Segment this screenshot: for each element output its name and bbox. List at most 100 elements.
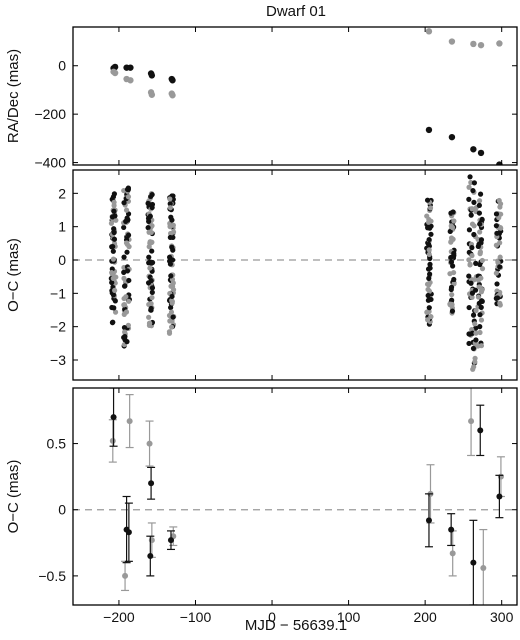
- ra-residual-point: [121, 224, 127, 231]
- ra-mean-point: [448, 526, 455, 533]
- ra-residual-point: [111, 226, 117, 232]
- ra-residual-point: [448, 284, 455, 290]
- dec-point: [448, 38, 456, 45]
- ra-residual-point: [111, 208, 117, 214]
- ra-residual-point: [109, 279, 115, 286]
- ra-residual-point: [121, 254, 127, 260]
- ra-residual-point: [426, 305, 432, 311]
- ra-residual-point: [473, 337, 479, 343]
- dec-mean-point: [449, 550, 456, 557]
- dec-residual-point: [469, 253, 475, 259]
- dec-residual-point: [471, 364, 477, 370]
- ra-residual-point: [469, 245, 475, 251]
- ra-point: [127, 64, 134, 71]
- ra-residual-point: [109, 304, 115, 311]
- dec-residual-point: [110, 256, 117, 262]
- x-axis-label: MJD − 56639.1: [245, 617, 347, 634]
- ra-residual-point: [477, 312, 483, 318]
- dec-residual-point: [167, 205, 173, 211]
- ra-residual-point: [427, 261, 433, 267]
- dec-residual-point: [479, 266, 486, 272]
- y-tick-label: −1: [50, 285, 66, 301]
- ra-residual-point: [450, 209, 456, 215]
- ra-residual-point: [494, 230, 500, 236]
- dec-point: [477, 41, 485, 49]
- dec-residual-point: [170, 280, 176, 286]
- y-tick-label: 0.5: [47, 436, 67, 452]
- ra-residual-point: [473, 325, 479, 331]
- ra-mean-point: [148, 480, 155, 487]
- dec-residual-point: [469, 294, 475, 300]
- dec-mean-point: [468, 418, 475, 425]
- ra-residual-point: [169, 293, 175, 300]
- dec-residual-point: [466, 257, 472, 263]
- dec-residual-point: [477, 329, 483, 336]
- panel-3: 0.5 0 −0.5 O−C (mas): [5, 387, 518, 606]
- ra-residual-point: [467, 174, 473, 180]
- y-tick-label: −0.5: [38, 568, 66, 584]
- dec-residual-point: [476, 198, 483, 204]
- ra-residual-point: [450, 263, 456, 269]
- y-axis-label: O−C (mas): [5, 238, 22, 312]
- dec-residual-point: [146, 314, 152, 320]
- dec-residual-point: [451, 218, 457, 224]
- y-tick-label: −400: [34, 155, 66, 171]
- ra-residual-point: [121, 200, 127, 206]
- ra-residual-point: [122, 283, 128, 289]
- dec-residual-point: [477, 229, 483, 235]
- dec-residual-point: [149, 294, 155, 301]
- ra-residual-point: [473, 260, 479, 266]
- ra-residual-point: [149, 192, 155, 198]
- ra-residual-point: [111, 229, 117, 236]
- dec-residual-point: [112, 287, 118, 293]
- ra-mean-point: [496, 493, 503, 500]
- ra-residual-point: [124, 338, 130, 345]
- ra-residual-point: [124, 249, 130, 255]
- dec-residual-point: [478, 317, 485, 323]
- ra-residual-point: [476, 210, 483, 216]
- dec-residual-point: [498, 225, 504, 231]
- dec-residual-point: [426, 288, 433, 294]
- ra-residual-point: [466, 196, 472, 202]
- ra-residual-point: [168, 214, 174, 220]
- x-tick-label: 200: [413, 609, 437, 625]
- ra-residual-point: [147, 213, 153, 219]
- dec-residual-point: [472, 321, 478, 327]
- plot-area: [108, 388, 505, 605]
- dec-residual-point: [168, 309, 175, 315]
- dec-residual-point: [478, 343, 485, 349]
- dec-mean-point: [109, 437, 116, 444]
- dec-mean-point: [126, 418, 133, 425]
- ra-point: [448, 133, 456, 141]
- ra-residual-point: [471, 180, 477, 186]
- ra-mean-point: [425, 517, 432, 524]
- ra-residual-point: [145, 225, 151, 231]
- dec-residual-point: [477, 249, 484, 255]
- dec-residual-point: [111, 199, 117, 205]
- dec-residual-point: [495, 259, 501, 266]
- ra-point: [496, 161, 503, 165]
- ra-residual-point: [476, 202, 482, 208]
- x-tick-label: 0: [268, 609, 276, 625]
- x-tick-label: 300: [490, 609, 514, 625]
- ra-residual-point: [494, 281, 500, 287]
- ra-residual-point: [466, 227, 473, 233]
- dec-residual-point: [426, 247, 432, 253]
- ra-mean-point: [167, 537, 174, 544]
- ra-point: [169, 77, 176, 84]
- dec-residual-point: [109, 270, 115, 276]
- ra-residual-point: [149, 259, 156, 266]
- dec-residual-point: [449, 224, 456, 231]
- ra-residual-point: [148, 305, 154, 312]
- dec-point: [496, 40, 503, 47]
- dec-point: [148, 91, 156, 98]
- ra-residual-point: [167, 261, 174, 267]
- ra-residual-point: [449, 308, 456, 314]
- ra-residual-point: [146, 201, 152, 208]
- ra-residual-point: [146, 254, 152, 260]
- dec-mean-point: [146, 440, 153, 447]
- ra-mean-point: [147, 553, 154, 560]
- dec-residual-point: [427, 205, 434, 211]
- dec-residual-point: [472, 355, 478, 361]
- ra-mean-point: [470, 559, 477, 566]
